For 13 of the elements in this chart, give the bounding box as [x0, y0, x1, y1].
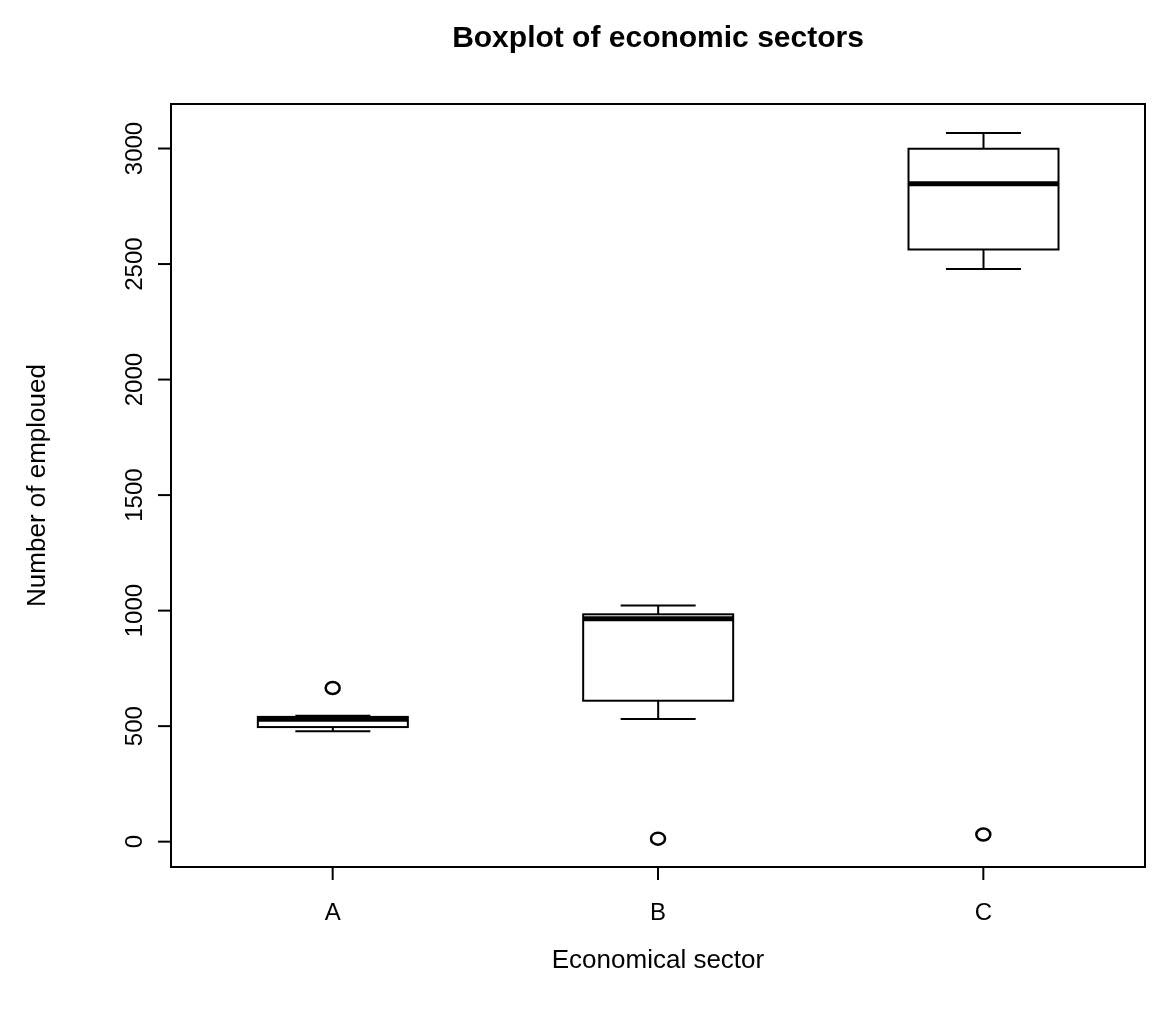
y-tick-label: 500 [120, 706, 147, 747]
y-tick-label: 0 [120, 834, 147, 849]
y-tick-label: 2000 [120, 352, 147, 407]
y-tick-label: 1500 [120, 468, 147, 522]
x-tick-label: B [649, 898, 667, 925]
x-axis-title: Economical sector [551, 944, 765, 974]
x-tick-label: A [324, 898, 341, 925]
x-tick-label: C [974, 898, 993, 925]
y-tick-label: 3000 [120, 121, 147, 176]
y-tick-label: 1000 [120, 583, 147, 638]
chart-title: Boxplot of economic sectors [451, 20, 865, 54]
y-tick-label: 2500 [120, 237, 147, 291]
y-axis-title: Number of emploued [21, 364, 52, 607]
